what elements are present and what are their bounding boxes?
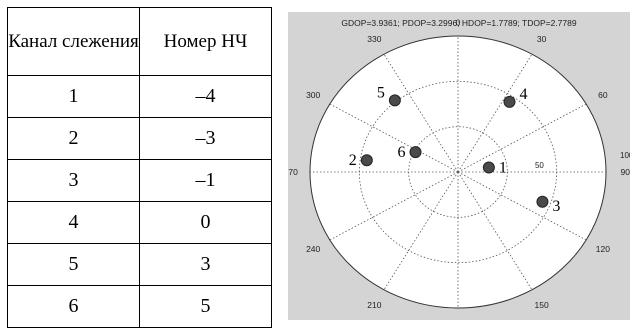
- azimuth-label: 330: [367, 34, 381, 44]
- table-row: 5 3: [7, 243, 272, 286]
- header-tracking-channel: Канал слежения: [7, 7, 140, 76]
- channel-cell: 5: [7, 243, 140, 286]
- satellite-label: 4: [519, 86, 527, 103]
- sky-plot: GDOP=3.9361; PDOP=3.2996; HDOP=1.7789; T…: [288, 17, 630, 310]
- nc-number-cell: 3: [139, 243, 272, 286]
- azimuth-label: 120: [596, 244, 610, 254]
- azimuth-label: 0: [456, 17, 461, 27]
- satellite-label: 3: [552, 198, 560, 215]
- satellite-marker: [482, 161, 495, 174]
- satellite-marker: [503, 95, 516, 108]
- azimuth-label: 300: [306, 90, 320, 100]
- table-row: 6 5: [7, 285, 272, 328]
- nc-number-cell: –4: [139, 75, 272, 118]
- header-nc-number: Номер НЧ: [139, 7, 272, 76]
- table-row: 4 0: [7, 201, 272, 244]
- satellite-marker: [409, 146, 422, 159]
- azimuth-spoke: [457, 54, 533, 173]
- dop-values-text: GDOP=3.9361; PDOP=3.2996; HDOP=1.7789; T…: [341, 18, 576, 28]
- table-row: 1 –4: [7, 75, 272, 118]
- azimuth-spoke: [383, 54, 459, 173]
- nc-number-cell: 5: [139, 285, 272, 328]
- azimuth-label: 60: [598, 90, 608, 100]
- satellite-label: 2: [349, 152, 357, 169]
- channel-cell: 6: [7, 285, 140, 328]
- satellite-marker: [536, 195, 549, 208]
- table-header-row: Канал слежения Номер НЧ: [7, 7, 272, 76]
- azimuth-label: 90: [621, 167, 630, 177]
- satellite-label: 6: [398, 144, 406, 161]
- nc-number-cell: 0: [139, 201, 272, 244]
- nc-number-cell: –3: [139, 117, 272, 160]
- azimuth-spoke: [383, 171, 459, 290]
- nc-number-cell: –1: [139, 159, 272, 202]
- elevation-label: 100: [620, 151, 630, 160]
- elevation-label: 50: [535, 161, 544, 170]
- satellite-marker: [360, 154, 373, 167]
- azimuth-label: 240: [306, 244, 320, 254]
- channel-cell: 3: [7, 159, 140, 202]
- satellite-marker: [388, 94, 401, 107]
- satellite-label: 1: [499, 160, 507, 177]
- channel-cell: 1: [7, 75, 140, 118]
- azimuth-label: 210: [367, 300, 381, 310]
- azimuth-spoke: [457, 171, 533, 290]
- satellite-label: 5: [377, 84, 385, 101]
- table-row: 3 –1: [7, 159, 272, 202]
- azimuth-label: 150: [535, 300, 549, 310]
- elevation-ring: [408, 126, 508, 218]
- channel-cell: 2: [7, 117, 140, 160]
- table-row: 2 –3: [7, 117, 272, 160]
- azimuth-label: 270: [288, 167, 298, 177]
- sky-plot-panel: GDOP=3.9361; PDOP=3.2996; HDOP=1.7789; T…: [288, 12, 630, 320]
- tracking-channel-table: Канал слежения Номер НЧ 1 –4 2 –3 3 –1 4…: [7, 7, 272, 328]
- channel-cell: 4: [7, 201, 140, 244]
- azimuth-label: 30: [537, 34, 547, 44]
